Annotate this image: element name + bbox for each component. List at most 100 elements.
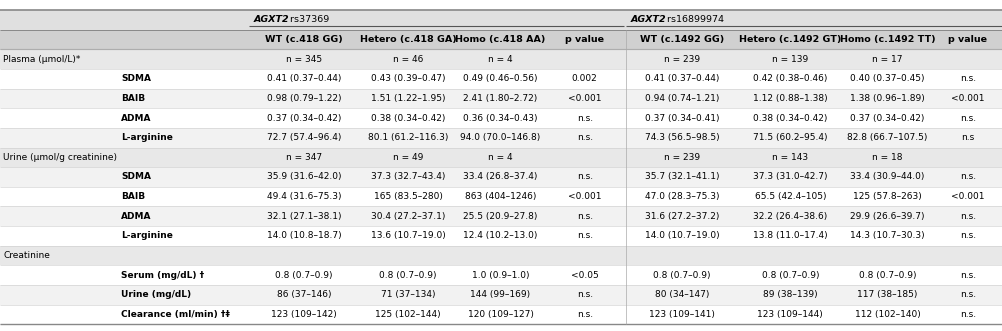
- Text: 49.4 (31.6–75.3): 49.4 (31.6–75.3): [267, 192, 341, 201]
- Bar: [0, 187, 1002, 207]
- Text: 0.41 (0.37–0.44): 0.41 (0.37–0.44): [644, 74, 718, 83]
- Text: 0.94 (0.74–1.21): 0.94 (0.74–1.21): [644, 94, 718, 103]
- Text: Hetero (c.418 GA): Hetero (c.418 GA): [360, 35, 456, 44]
- Text: 94.0 (70.0–146.8): 94.0 (70.0–146.8): [460, 133, 540, 142]
- Text: 0.8 (0.7–0.9): 0.8 (0.7–0.9): [761, 271, 819, 280]
- Text: n.s.: n.s.: [576, 290, 592, 300]
- Text: n = 4: n = 4: [488, 153, 512, 162]
- Text: 89 (38–139): 89 (38–139): [763, 290, 817, 300]
- Bar: [0, 226, 1002, 246]
- Text: 165 (83.5–280): 165 (83.5–280): [374, 192, 442, 201]
- Bar: [0, 69, 1002, 88]
- Text: AGXT2: AGXT2: [630, 15, 666, 24]
- Bar: [0, 167, 1002, 187]
- Text: 125 (102–144): 125 (102–144): [375, 310, 441, 319]
- Text: n.s: n.s: [960, 133, 974, 142]
- Text: 0.37 (0.34–0.42): 0.37 (0.34–0.42): [267, 114, 341, 122]
- Text: n = 18: n = 18: [872, 153, 902, 162]
- Text: n = 143: n = 143: [772, 153, 808, 162]
- Text: L-arginine: L-arginine: [121, 133, 173, 142]
- Text: 0.8 (0.7–0.9): 0.8 (0.7–0.9): [652, 271, 710, 280]
- Text: <0.001: <0.001: [950, 192, 984, 201]
- Text: 14.0 (10.8–18.7): 14.0 (10.8–18.7): [267, 231, 341, 240]
- Text: n.s.: n.s.: [576, 172, 592, 181]
- Text: n = 49: n = 49: [393, 153, 423, 162]
- Text: BAIB: BAIB: [121, 94, 145, 103]
- Bar: [0, 49, 1002, 69]
- Text: <0.05: <0.05: [570, 271, 598, 280]
- Text: 71 (37–134): 71 (37–134): [381, 290, 435, 300]
- Text: n.s.: n.s.: [576, 133, 592, 142]
- Text: 0.49 (0.46–0.56): 0.49 (0.46–0.56): [463, 74, 537, 83]
- Text: p value: p value: [948, 35, 986, 44]
- Bar: [0, 29, 1002, 49]
- Text: 2.41 (1.80–2.72): 2.41 (1.80–2.72): [463, 94, 537, 103]
- Text: 123 (109–141): 123 (109–141): [648, 310, 714, 319]
- Text: <0.001: <0.001: [567, 94, 601, 103]
- Text: 0.8 (0.7–0.9): 0.8 (0.7–0.9): [379, 271, 437, 280]
- Text: 74.3 (56.5–98.5): 74.3 (56.5–98.5): [644, 133, 718, 142]
- Text: Serum (mg/dL) †: Serum (mg/dL) †: [121, 271, 204, 280]
- Text: 72.7 (57.4–96.4): 72.7 (57.4–96.4): [267, 133, 341, 142]
- Text: 0.8 (0.7–0.9): 0.8 (0.7–0.9): [858, 271, 916, 280]
- Text: 112 (102–140): 112 (102–140): [854, 310, 920, 319]
- Text: 32.2 (26.4–38.6): 32.2 (26.4–38.6): [753, 212, 827, 221]
- Bar: [0, 207, 1002, 226]
- Text: 37.3 (32.7–43.4): 37.3 (32.7–43.4): [371, 172, 445, 181]
- Bar: [0, 108, 1002, 128]
- Bar: [0, 265, 1002, 285]
- Text: BAIB: BAIB: [121, 192, 145, 201]
- Text: 0.38 (0.34–0.42): 0.38 (0.34–0.42): [753, 114, 827, 122]
- Text: Homo (c.1492 TT): Homo (c.1492 TT): [839, 35, 935, 44]
- Text: 37.3 (31.0–42.7): 37.3 (31.0–42.7): [753, 172, 827, 181]
- Text: 13.8 (11.0–17.4): 13.8 (11.0–17.4): [753, 231, 827, 240]
- Text: 35.9 (31.6–42.0): 35.9 (31.6–42.0): [267, 172, 341, 181]
- Text: n.s.: n.s.: [576, 231, 592, 240]
- Text: 0.43 (0.39–0.47): 0.43 (0.39–0.47): [371, 74, 445, 83]
- Text: 0.8 (0.7–0.9): 0.8 (0.7–0.9): [275, 271, 333, 280]
- Text: WT (c.418 GG): WT (c.418 GG): [265, 35, 343, 44]
- Text: AGXT2: AGXT2: [254, 15, 290, 24]
- Bar: [0, 285, 1002, 305]
- Text: n = 239: n = 239: [663, 153, 699, 162]
- Text: 82.8 (66.7–107.5): 82.8 (66.7–107.5): [847, 133, 927, 142]
- Text: n.s.: n.s.: [576, 114, 592, 122]
- Text: Plasma (μmol/L)*: Plasma (μmol/L)*: [3, 55, 80, 64]
- Text: n = 17: n = 17: [872, 55, 902, 64]
- Text: 1.12 (0.88–1.38): 1.12 (0.88–1.38): [753, 94, 827, 103]
- Text: n.s.: n.s.: [959, 271, 975, 280]
- Bar: [0, 88, 1002, 108]
- Text: WT (c.1492 GG): WT (c.1492 GG): [639, 35, 723, 44]
- Bar: [0, 128, 1002, 148]
- Text: n = 4: n = 4: [488, 55, 512, 64]
- Bar: [0, 10, 1002, 29]
- Text: 14.0 (10.7–19.0): 14.0 (10.7–19.0): [644, 231, 718, 240]
- Text: <0.001: <0.001: [567, 192, 601, 201]
- Text: n.s.: n.s.: [959, 290, 975, 300]
- Text: rs37369: rs37369: [287, 15, 329, 24]
- Text: 1.51 (1.22–1.95): 1.51 (1.22–1.95): [371, 94, 445, 103]
- Text: 86 (37–146): 86 (37–146): [277, 290, 331, 300]
- Text: <0.001: <0.001: [950, 94, 984, 103]
- Text: 32.1 (27.1–38.1): 32.1 (27.1–38.1): [267, 212, 341, 221]
- Text: 144 (99–169): 144 (99–169): [470, 290, 530, 300]
- Text: Homo (c.418 AA): Homo (c.418 AA): [455, 35, 545, 44]
- Text: Creatinine: Creatinine: [3, 251, 50, 260]
- Text: 0.40 (0.37–0.45): 0.40 (0.37–0.45): [850, 74, 924, 83]
- Text: 0.002: 0.002: [571, 74, 597, 83]
- Text: n.s.: n.s.: [959, 212, 975, 221]
- Text: 33.4 (26.8–37.4): 33.4 (26.8–37.4): [463, 172, 537, 181]
- Text: 0.36 (0.34–0.43): 0.36 (0.34–0.43): [463, 114, 537, 122]
- Text: 125 (57.8–263): 125 (57.8–263): [853, 192, 921, 201]
- Text: 1.38 (0.96–1.89): 1.38 (0.96–1.89): [850, 94, 924, 103]
- Text: 80 (34–147): 80 (34–147): [654, 290, 708, 300]
- Text: L-arginine: L-arginine: [121, 231, 173, 240]
- Text: n = 139: n = 139: [772, 55, 808, 64]
- Bar: [0, 246, 1002, 265]
- Text: ADMA: ADMA: [121, 212, 151, 221]
- Text: 13.6 (10.7–19.0): 13.6 (10.7–19.0): [371, 231, 445, 240]
- Text: 0.41 (0.37–0.44): 0.41 (0.37–0.44): [267, 74, 341, 83]
- Text: 0.37 (0.34–0.42): 0.37 (0.34–0.42): [850, 114, 924, 122]
- Text: n = 345: n = 345: [286, 55, 322, 64]
- Text: Urine (mg/dL): Urine (mg/dL): [121, 290, 191, 300]
